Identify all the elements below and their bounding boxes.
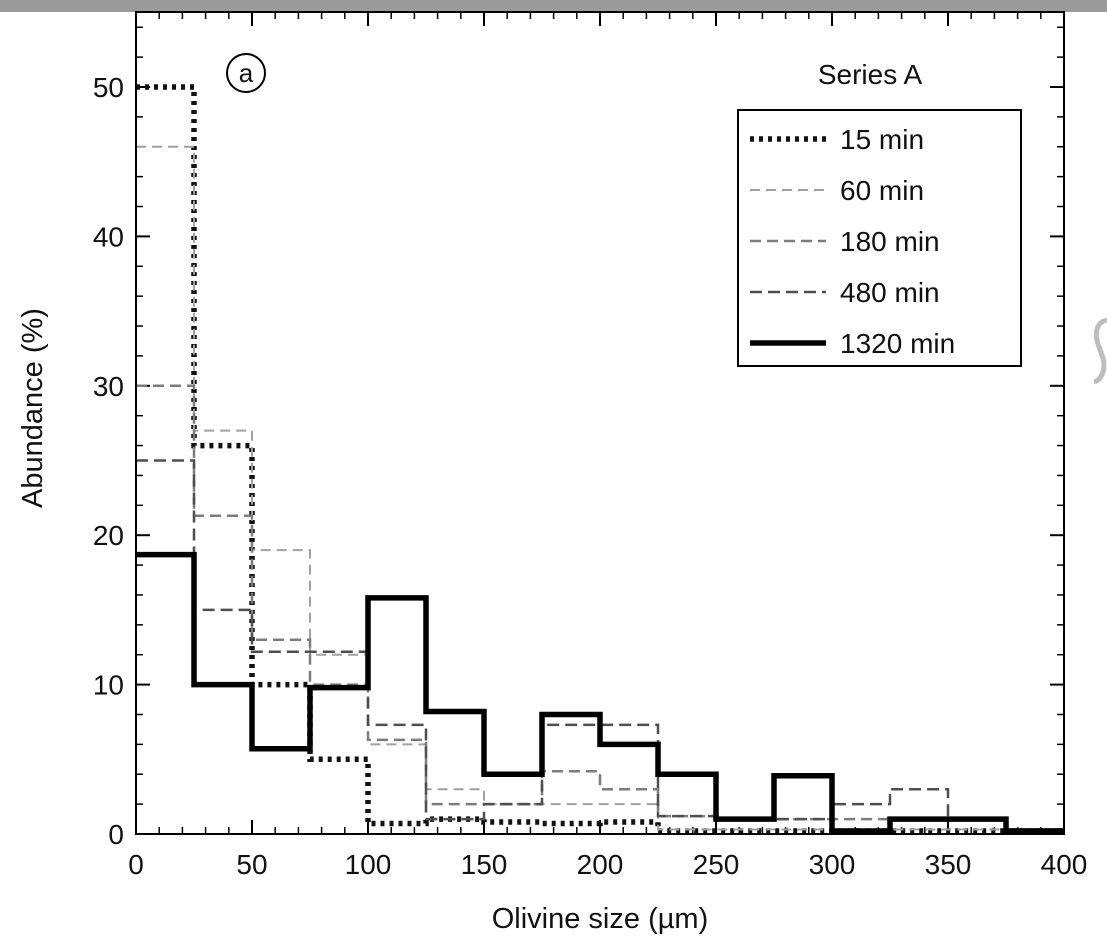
x-tick-label: 200 (577, 849, 624, 880)
edge-glyph-fragment (1094, 318, 1107, 384)
legend-title: Series A (818, 59, 923, 90)
series-line-15-min (136, 84, 1064, 834)
series-line-1320-min (136, 551, 1064, 834)
x-tick-label: 0 (128, 849, 144, 880)
x-tick-label: 350 (925, 849, 972, 880)
y-tick-label: 50 (93, 72, 124, 103)
chart-plot-area: 0 10 20 30 40 50 0 50 100 150 200 250 300 350 400 (93, 11, 1088, 880)
panel-label-circle (226, 53, 266, 93)
legend-label: 480 min (840, 277, 940, 308)
y-tick-label: 0 (108, 819, 124, 850)
panel-label: a (226, 53, 266, 93)
series-line-180-min (136, 384, 1064, 831)
x-tick-label: 300 (809, 849, 856, 880)
legend-box (737, 109, 1022, 367)
x-tick-label: 150 (461, 849, 508, 880)
legend-label: 15 min (840, 124, 924, 155)
legend-label: 180 min (840, 226, 940, 257)
y-tick-label: 10 (93, 670, 124, 701)
x-tick-label: 50 (236, 849, 267, 880)
legend-items: 15 min 60 min 180 min 480 min 1320 min (750, 124, 955, 359)
panel-label-text: a (239, 58, 254, 88)
x-tick-label: 100 (345, 849, 392, 880)
top-border-strip (0, 0, 1107, 12)
series-layer (136, 84, 1064, 834)
y-tick-label: 40 (93, 221, 124, 252)
y-tick-label: 30 (93, 371, 124, 402)
y-axis-label: Abundance (%) (17, 308, 49, 508)
y-tick-label: 20 (93, 520, 124, 551)
y-axis-ticks: 0 10 20 30 40 50 (93, 26, 1064, 850)
series-line-480-min (136, 459, 1064, 831)
legend: Series A 15 min 60 min 180 min 480 min 1320 … (737, 59, 1022, 367)
legend-label: 60 min (840, 175, 924, 206)
plot-frame (135, 11, 1065, 835)
x-tick-label: 250 (693, 849, 740, 880)
x-axis-label: Olivine size (µm) (492, 903, 709, 935)
legend-label: 1320 min (840, 328, 955, 359)
x-tick-label: 400 (1041, 849, 1088, 880)
